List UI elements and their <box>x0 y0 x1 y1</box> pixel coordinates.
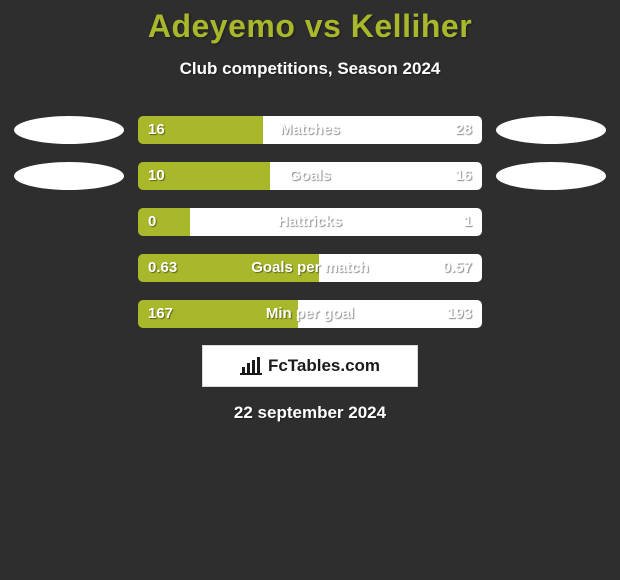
stat-value-right: 16 <box>455 162 472 190</box>
stat-bar: 0.63 Goals per match 0.57 <box>138 254 482 282</box>
stat-row: 167 Min per goal 193 <box>0 299 620 329</box>
stat-bar: 0 Hattricks 1 <box>138 208 482 236</box>
stat-value-right: 28 <box>455 116 472 144</box>
branding-text: FcTables.com <box>268 356 380 376</box>
stats-container: 16 Matches 28 10 Goals 16 0 Ha <box>0 115 620 329</box>
stat-value-right: 1 <box>464 208 472 236</box>
stat-bar: 10 Goals 16 <box>138 162 482 190</box>
stat-row: 16 Matches 28 <box>0 115 620 145</box>
stat-bar: 167 Min per goal 193 <box>138 300 482 328</box>
page-title: Adeyemo vs Kelliher <box>0 0 620 45</box>
stat-label: Hattricks <box>138 208 482 236</box>
subtitle: Club competitions, Season 2024 <box>0 59 620 79</box>
comparison-infographic: Adeyemo vs Kelliher Club competitions, S… <box>0 0 620 580</box>
stat-label: Goals per match <box>138 254 482 282</box>
stat-row: 0 Hattricks 1 <box>0 207 620 237</box>
stat-label: Goals <box>138 162 482 190</box>
player-right-badge <box>496 116 606 144</box>
date-text: 22 september 2024 <box>0 403 620 423</box>
chart-icon <box>240 357 262 375</box>
player-right-badge <box>496 162 606 190</box>
player-left-badge <box>14 162 124 190</box>
player-left-badge <box>14 116 124 144</box>
stat-label: Min per goal <box>138 300 482 328</box>
stat-row: 10 Goals 16 <box>0 161 620 191</box>
branding-box: FcTables.com <box>202 345 418 387</box>
stat-row: 0.63 Goals per match 0.57 <box>0 253 620 283</box>
stat-bar: 16 Matches 28 <box>138 116 482 144</box>
stat-label: Matches <box>138 116 482 144</box>
stat-value-right: 193 <box>447 300 472 328</box>
stat-value-right: 0.57 <box>443 254 472 282</box>
